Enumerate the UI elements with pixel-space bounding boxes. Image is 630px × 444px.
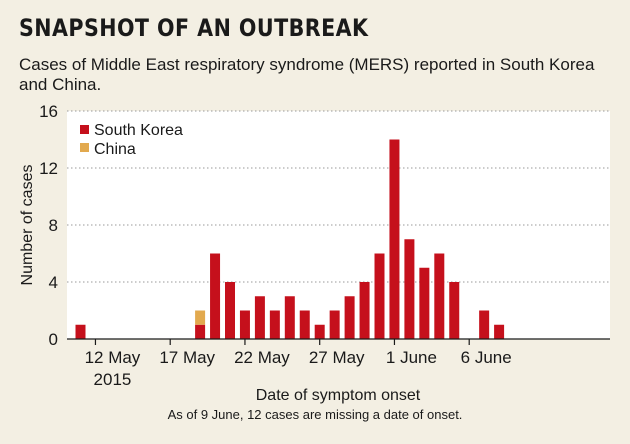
bar-south-korea	[75, 324, 86, 339]
bars	[75, 139, 505, 339]
bar-south-korea	[210, 253, 221, 339]
bar-china	[195, 310, 206, 325]
bar-south-korea	[419, 267, 430, 339]
bar-south-korea	[284, 296, 295, 339]
x-tick-year-label: 2015	[94, 370, 132, 389]
y-tick-label: 0	[49, 330, 58, 349]
legend-label-china: China	[94, 141, 136, 158]
y-tick-labels: 0 4 8 12 16	[39, 102, 58, 349]
x-tick-label: 12 May	[85, 348, 141, 367]
bar-south-korea	[389, 139, 400, 339]
bar-south-korea	[494, 324, 505, 339]
bar-south-korea	[195, 324, 206, 339]
footnote: As of 9 June, 12 cases are missing a dat…	[167, 407, 463, 422]
y-tick-label: 4	[49, 273, 58, 292]
x-tick-label: 17 May	[159, 348, 215, 367]
bar-south-korea	[225, 282, 235, 339]
bar-south-korea	[344, 296, 355, 339]
bar-south-korea	[299, 310, 310, 339]
gridlines	[67, 110, 610, 283]
x-tick-label: 1 June	[386, 348, 437, 367]
bar-south-korea	[329, 310, 340, 339]
bar-south-korea	[434, 253, 445, 339]
legend-swatch-china	[80, 143, 89, 152]
y-axis-label: Number of cases	[19, 165, 36, 286]
y-tick-label: 16	[39, 102, 58, 121]
bar-south-korea	[374, 253, 385, 339]
x-tick-labels: 12 May 2015 17 May 22 May 27 May 1 June 6 June	[85, 339, 512, 389]
legend-swatch-south-korea	[80, 125, 89, 134]
chart-subtitle: Cases of Middle East respiratory syndrom…	[19, 55, 595, 94]
bar-south-korea	[314, 324, 325, 339]
x-axis-label: Date of symptom onset	[256, 387, 421, 404]
bar-south-korea	[254, 296, 265, 339]
bar-south-korea	[269, 310, 280, 339]
bar-south-korea	[404, 239, 415, 339]
x-tick-label: 22 May	[234, 348, 290, 367]
bar-south-korea	[239, 310, 250, 339]
bar-south-korea	[479, 310, 490, 339]
x-tick-label: 6 June	[461, 348, 512, 367]
chart-title: SNAPSHOT OF AN OUTBREAK	[19, 14, 369, 42]
y-tick-label: 8	[49, 216, 58, 235]
bar-south-korea	[449, 282, 460, 339]
bar-south-korea	[359, 282, 370, 339]
legend-label-south-korea: South Korea	[94, 122, 183, 139]
x-tick-label: 27 May	[309, 348, 365, 367]
y-tick-label: 12	[39, 159, 58, 178]
legend: South Korea China	[80, 122, 183, 158]
